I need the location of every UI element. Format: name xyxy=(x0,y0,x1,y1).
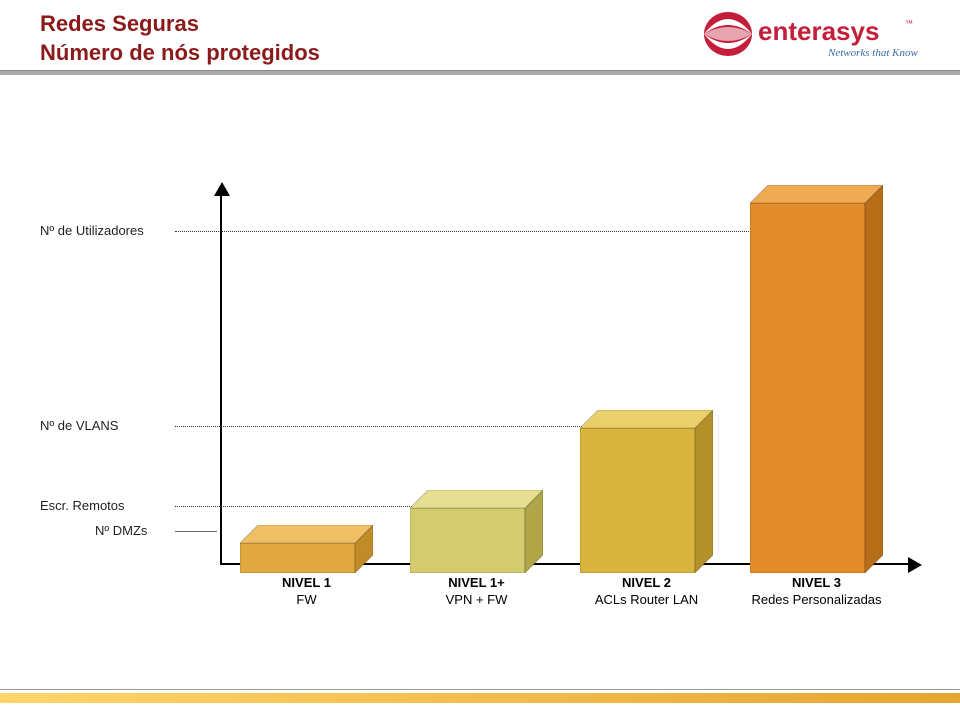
bar-chart: Nº de Utilizadores Nº de VLANS Escr. Rem… xyxy=(40,100,920,620)
ref-line xyxy=(175,426,610,428)
y-axis-label: Escr. Remotos xyxy=(40,498,125,513)
x-axis-label: NIVEL 2ACLs Router LAN xyxy=(572,575,722,609)
ref-line xyxy=(175,231,775,233)
bar xyxy=(410,490,543,573)
ref-line xyxy=(175,506,440,508)
svg-text:Networks that Know: Networks that Know xyxy=(827,47,919,59)
x-axis-label: NIVEL 1+VPN + FW xyxy=(402,575,552,609)
header-divider xyxy=(0,70,960,75)
y-axis xyxy=(220,190,222,565)
svg-text:™: ™ xyxy=(905,19,913,28)
x-axis-arrow xyxy=(908,557,922,573)
x-axis-label: NIVEL 3Redes Personalizadas xyxy=(742,575,892,609)
bar xyxy=(240,525,373,573)
footer-divider xyxy=(0,689,960,690)
footer-accent-bar xyxy=(0,693,960,703)
slide-title: Redes Seguras Número de nós protegidos xyxy=(40,10,320,67)
y-axis-label: Nº DMZs xyxy=(95,523,147,538)
brand-logo: enterasys ™ Networks that Know xyxy=(700,8,930,68)
y-axis-label: Nº de VLANS xyxy=(40,418,118,433)
x-axis-label: NIVEL 1FW xyxy=(232,575,382,609)
bar xyxy=(750,185,883,573)
title-line1: Redes Seguras xyxy=(40,11,199,36)
bar xyxy=(580,410,713,573)
y-axis-arrow xyxy=(214,182,230,196)
y-axis-label: Nº de Utilizadores xyxy=(40,223,144,238)
svg-text:enterasys: enterasys xyxy=(758,16,879,46)
title-line2: Número de nós protegidos xyxy=(40,40,320,65)
ref-line-short xyxy=(175,531,217,532)
